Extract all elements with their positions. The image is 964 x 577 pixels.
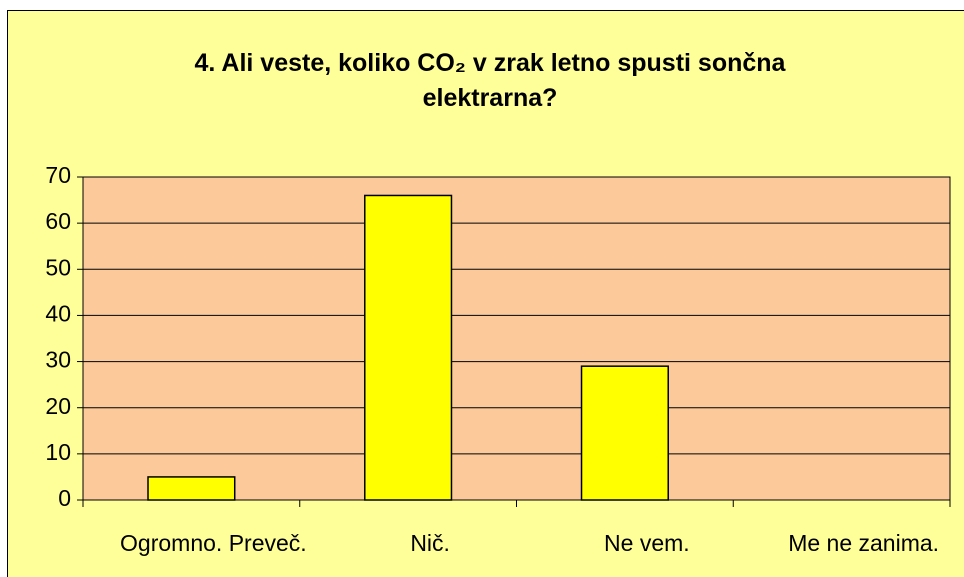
y-tick-label: 70 — [45, 162, 71, 188]
x-tick-label: Me ne zanima. — [788, 530, 939, 556]
y-tick-label: 0 — [58, 485, 71, 511]
y-tick-label: 20 — [45, 393, 71, 419]
bar — [364, 194, 453, 501]
y-tick-label: 50 — [45, 254, 71, 280]
chart-title: 4. Ali veste, koliko CO₂ v zrak letno sp… — [194, 49, 786, 112]
y-tick-label: 10 — [45, 439, 71, 465]
y-tick-label: 60 — [45, 208, 71, 234]
x-tick-label: Ne vem. — [604, 530, 690, 556]
y-tick-label: 40 — [45, 301, 71, 327]
x-tick-label: Nič. — [410, 530, 450, 556]
plot-area — [83, 177, 950, 500]
bar — [147, 476, 236, 501]
y-tick-label: 30 — [45, 347, 71, 373]
x-tick-label: Ogromno. Preveč. — [120, 530, 307, 556]
bar — [580, 365, 669, 501]
